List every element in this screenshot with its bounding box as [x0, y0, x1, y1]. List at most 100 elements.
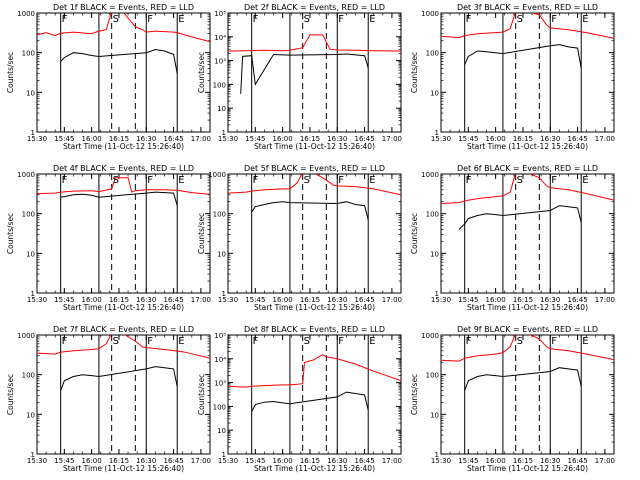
marker-label: S: [517, 14, 523, 25]
y-tick-label: 10⁴: [214, 356, 226, 364]
lld-rate-line: [228, 354, 401, 388]
y-axis-label: Counts/sec: [6, 374, 15, 415]
marker-label: F: [551, 175, 557, 186]
detector-panel-9: Det 9f BLACK = Events, RED = LLD 1 10 100 10…: [410, 325, 615, 473]
detector-panel-6: Det 6f BLACK = Events, RED = LLD 1 10 100 10…: [410, 164, 615, 312]
x-tick-label: 16:00: [486, 296, 506, 304]
x-tick-label: 16:45: [163, 135, 183, 143]
x-tick-label: 16:00: [82, 296, 102, 304]
detector-panel-4: Det 4f BLACK = Events, RED = LLD 1 10 100 10…: [6, 164, 211, 312]
y-tick-label: 10⁴: [214, 34, 226, 42]
y-tick-label: 1: [435, 129, 439, 137]
marker-label: F: [253, 175, 259, 186]
event-rate-line: [60, 366, 178, 391]
x-tick-label: 17:00: [191, 457, 211, 465]
x-tick-label: 17:00: [191, 135, 211, 143]
plot-frame: [440, 12, 615, 133]
x-tick-label: 17:00: [382, 135, 402, 143]
marker-label: F: [253, 336, 259, 347]
panel-title: Det 8f BLACK = Events, RED = LLD: [244, 325, 385, 334]
x-tick-label: 15:45: [54, 135, 74, 143]
y-tick-label: 100: [22, 50, 35, 58]
x-tick-label: 15:45: [54, 457, 74, 465]
y-axis-label: Counts/sec: [197, 374, 206, 415]
event-rate-line: [458, 205, 582, 230]
y-tick-label: 1: [31, 129, 35, 137]
marker-label: F: [253, 14, 259, 25]
y-tick-label: 100: [426, 211, 439, 219]
x-tick-label: 15:30: [218, 457, 238, 465]
x-axis-label: Start Time (11-Oct-12 15:26:40): [254, 464, 375, 473]
marker-label: E: [369, 14, 375, 25]
marker-label: F: [62, 175, 68, 186]
x-tick-label: 15:45: [245, 457, 265, 465]
marker-label: E: [178, 336, 184, 347]
y-tick-label: 100: [213, 81, 226, 89]
x-tick-label: 15:30: [431, 296, 451, 304]
panel-title: Det 2f BLACK = Events, RED = LLD: [244, 3, 385, 12]
x-tick-label: 16:45: [354, 296, 374, 304]
detector-panel-7: Det 7f BLACK = Events, RED = LLD 1 10 100 10…: [6, 325, 211, 473]
panel-title: Det 6f BLACK = Events, RED = LLD: [457, 164, 598, 173]
marker-label: F: [551, 336, 557, 347]
y-tick-label: 10: [217, 105, 226, 113]
y-tick-label: 1000: [17, 171, 35, 179]
y-tick-label: 100: [213, 403, 226, 411]
y-tick-label: 10: [26, 250, 35, 258]
x-tick-label: 16:45: [567, 296, 587, 304]
y-tick-label: 1: [31, 290, 35, 298]
marker-label: F: [551, 14, 557, 25]
plot-frame: [227, 334, 402, 455]
y-axis-label: Counts/sec: [197, 52, 206, 93]
marker-label: S: [304, 175, 310, 186]
x-tick-label: 16:00: [82, 135, 102, 143]
marker-label: S: [304, 14, 310, 25]
marker-label: S: [113, 336, 119, 347]
x-tick-label: 16:15: [513, 296, 533, 304]
x-tick-label: 15:30: [27, 457, 47, 465]
y-tick-label: 100: [213, 211, 226, 219]
x-tick-label: 17:00: [382, 296, 402, 304]
x-tick-label: 16:15: [513, 135, 533, 143]
x-axis-label: Start Time (11-Oct-12 15:26:40): [467, 142, 588, 151]
marker-label: E: [178, 14, 184, 25]
event-rate-line: [60, 48, 178, 74]
lld-rate-line: [228, 34, 401, 52]
lld-rate-line: [441, 174, 614, 204]
x-tick-label: 16:15: [109, 135, 129, 143]
panel-title: Det 9f BLACK = Events, RED = LLD: [457, 325, 598, 334]
x-tick-label: 16:15: [300, 296, 320, 304]
marker-label: F: [147, 175, 153, 186]
x-tick-label: 16:30: [327, 296, 347, 304]
x-axis-label: Start Time (11-Oct-12 15:26:40): [467, 303, 588, 312]
x-tick-label: 16:30: [136, 457, 156, 465]
y-tick-label: 1000: [421, 10, 439, 18]
detector-panel-1: Det 1f BLACK = Events, RED = LLD 1 10 100 10…: [6, 3, 211, 151]
plot-frame: [227, 173, 402, 294]
detector-panel-8: Det 8f BLACK = Events, RED = LLD 1 10 100 10…: [197, 325, 402, 473]
plot-frame: [440, 173, 615, 294]
marker-label: S: [113, 175, 119, 186]
y-tick-label: 100: [426, 372, 439, 380]
marker-label: E: [369, 175, 375, 186]
y-axis-label: Counts/sec: [410, 213, 419, 254]
event-rate-line: [60, 191, 178, 206]
x-tick-label: 16:45: [567, 135, 587, 143]
y-tick-label: 1: [222, 290, 226, 298]
x-tick-label: 16:00: [273, 296, 293, 304]
y-tick-label: 100: [426, 50, 439, 58]
x-tick-label: 16:45: [163, 296, 183, 304]
y-tick-label: 1000: [17, 10, 35, 18]
x-tick-label: 17:00: [191, 296, 211, 304]
x-tick-label: 16:30: [540, 457, 560, 465]
x-tick-label: 15:30: [27, 135, 47, 143]
x-tick-label: 17:00: [595, 457, 615, 465]
x-tick-label: 16:00: [273, 135, 293, 143]
event-rate-line: [251, 201, 369, 220]
marker-label: S: [517, 175, 523, 186]
y-tick-label: 10³: [214, 380, 226, 388]
y-axis-label: Counts/sec: [410, 52, 419, 93]
marker-label: F: [466, 14, 472, 25]
y-tick-label: 10³: [214, 58, 226, 66]
